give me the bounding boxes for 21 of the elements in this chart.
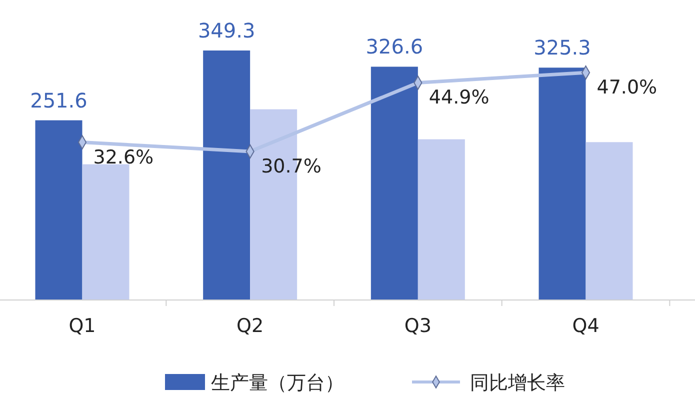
bar <box>35 120 82 300</box>
bar <box>586 142 633 300</box>
legend-label: 同比增长率 <box>470 372 565 394</box>
data-label: 251.6 <box>30 88 88 112</box>
data-label: 44.9% <box>428 86 490 109</box>
x-tick-label: Q1 <box>68 315 96 337</box>
bar <box>418 139 465 300</box>
x-tick-label: Q2 <box>236 315 264 337</box>
data-label: 30.7% <box>261 155 322 178</box>
data-label: 32.6% <box>93 146 154 168</box>
data-label: 349.3 <box>198 18 256 42</box>
x-tick-label: Q3 <box>404 315 432 337</box>
bar <box>203 50 250 300</box>
data-label: 47.0% <box>596 76 658 99</box>
x-tick-label: Q4 <box>572 315 600 337</box>
bar <box>82 164 130 300</box>
bar <box>370 66 418 300</box>
bar <box>538 68 586 300</box>
data-label: 326.6 <box>366 34 424 59</box>
legend-label: 生产量（万台） <box>211 372 344 394</box>
data-label: 325.3 <box>534 36 591 60</box>
